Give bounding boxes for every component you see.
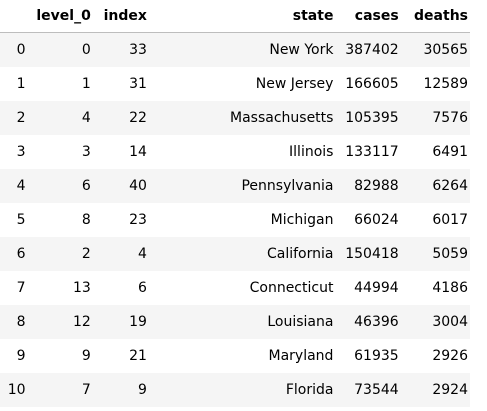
deaths-cell: 3004 [432, 313, 468, 330]
row-index-cell: 4 [16, 177, 26, 194]
table-row: 8 12 19 Louisiana 46396 3004 [0, 304, 470, 339]
cases-cell: 46396 [354, 313, 399, 330]
row-index-cell: 3 [16, 143, 26, 160]
table-row: 4 6 40 Pennsylvania 82988 6264 [0, 168, 470, 203]
deaths-cell: 2926 [432, 347, 468, 364]
deaths-cell: 7576 [432, 109, 468, 126]
level-0-cell: 8 [81, 211, 91, 228]
header-row-index [0, 0, 32, 33]
index-cell: 6 [137, 279, 147, 296]
level-0-cell: 9 [81, 347, 91, 364]
index-cell: 21 [129, 347, 147, 364]
level-0-cell: 0 [81, 41, 91, 58]
level-0-cell: 4 [81, 109, 91, 126]
header-level-0: level_0 [31, 0, 97, 33]
deaths-cell: 2924 [432, 381, 468, 398]
level-0-cell: 6 [81, 177, 91, 194]
cases-cell: 44994 [354, 279, 399, 296]
cases-cell: 133117 [345, 143, 399, 160]
level-0-cell: 1 [81, 75, 91, 92]
table-row: 6 2 4 California 150418 5059 [0, 236, 470, 271]
table-row: 9 9 21 Maryland 61935 2926 [0, 339, 470, 373]
header-cases: cases [339, 0, 405, 33]
state-cell: Massachusetts [230, 109, 334, 126]
table-row: 2 4 22 Massachusetts 105395 7576 [0, 100, 470, 135]
row-index-cell: 2 [16, 109, 26, 126]
deaths-cell: 6264 [432, 177, 468, 194]
row-index-cell: 9 [16, 347, 26, 364]
level-0-cell: 3 [81, 143, 91, 160]
index-cell: 31 [129, 75, 147, 92]
header-deaths: deaths [404, 0, 470, 33]
cases-cell: 166605 [345, 75, 399, 92]
state-cell: Pennsylvania [241, 177, 334, 194]
deaths-cell: 4186 [432, 279, 468, 296]
table-row: 1 1 31 New Jersey 166605 12589 [0, 67, 470, 101]
row-index-cell: 7 [16, 279, 26, 296]
deaths-cell: 12589 [423, 75, 468, 92]
header-state: state [152, 0, 340, 33]
table-row: 3 3 14 Illinois 133117 6491 [0, 135, 470, 169]
table-row: 5 8 23 Michigan 66024 6017 [0, 203, 470, 237]
cases-cell: 66024 [354, 211, 399, 228]
level-0-cell: 7 [81, 381, 91, 398]
state-cell: Michigan [270, 211, 334, 228]
state-cell: Connecticut [249, 279, 334, 296]
cases-cell: 150418 [345, 245, 399, 262]
header-index: index [96, 0, 153, 33]
index-cell: 22 [129, 109, 147, 126]
level-0-cell: 12 [73, 313, 91, 330]
state-cell: California [266, 245, 334, 262]
deaths-cell: 30565 [423, 41, 468, 58]
table-row: 0 0 33 New York 387402 30565 [0, 32, 470, 67]
row-index-cell: 6 [16, 245, 26, 262]
row-index-cell: 8 [16, 313, 26, 330]
table-row: 10 7 9 Florida 73544 2924 [0, 372, 470, 407]
deaths-cell: 6491 [432, 143, 468, 160]
header-row: level_0 index state cases deaths [0, 0, 470, 33]
state-cell: New York [269, 41, 334, 58]
index-cell: 33 [129, 41, 147, 58]
index-cell: 9 [137, 381, 147, 398]
index-cell: 40 [129, 177, 147, 194]
deaths-cell: 5059 [432, 245, 468, 262]
level-0-cell: 2 [81, 245, 91, 262]
state-cell: Maryland [268, 347, 334, 364]
dataframe-table: level_0 index state cases deaths 0 0 33 New… [0, 0, 470, 407]
row-index-cell: 0 [16, 41, 26, 58]
row-index-cell: 1 [16, 75, 26, 92]
table-body: 0 0 33 New York 387402 30565 1 1 31 New Jersey 166… [0, 32, 470, 407]
state-cell: Florida [285, 381, 334, 398]
row-index-cell: 10 [7, 381, 26, 398]
index-cell: 14 [129, 143, 147, 160]
cases-cell: 73544 [354, 381, 399, 398]
state-cell: Louisiana [267, 313, 334, 330]
cases-cell: 387402 [345, 41, 399, 58]
index-cell: 4 [137, 245, 147, 262]
cases-cell: 61935 [354, 347, 399, 364]
table-row: 7 13 6 Connecticut 44994 4186 [0, 271, 470, 305]
deaths-cell: 6017 [432, 211, 468, 228]
level-0-cell: 13 [73, 279, 91, 296]
state-cell: Illinois [289, 143, 334, 160]
index-cell: 23 [129, 211, 147, 228]
cases-cell: 105395 [345, 109, 399, 126]
index-cell: 19 [129, 313, 147, 330]
cases-cell: 82988 [354, 177, 399, 194]
row-index-cell: 5 [16, 211, 26, 228]
table-header: level_0 index state cases deaths [0, 0, 470, 33]
state-cell: New Jersey [255, 75, 334, 92]
